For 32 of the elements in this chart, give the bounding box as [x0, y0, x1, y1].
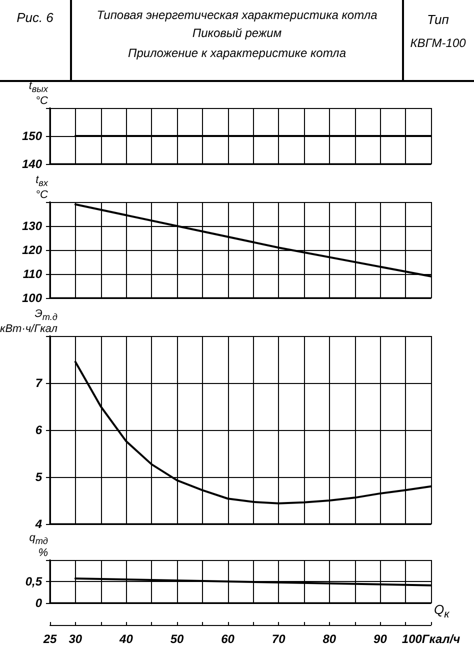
y-tick-label: 6: [35, 423, 42, 437]
y-axis-title: t$_{вх}$ °C: [34, 174, 48, 202]
y-tick-label: 150: [22, 129, 42, 143]
x-tick-label: 30: [68, 632, 82, 646]
x-tick-label: 70: [272, 632, 286, 646]
y-tick-label: 110: [22, 267, 42, 281]
y-tick-label: 0: [35, 596, 42, 610]
text: Приложение к характеристике котла: [127, 45, 347, 60]
text: КВГМ-100: [409, 36, 467, 50]
y-axis-title: t$_{вых}$ °C: [28, 80, 48, 108]
x-tick-label: 90: [374, 632, 388, 646]
x-tick-label: 100Гкал/ч: [402, 632, 460, 646]
text: Рис. 6: [16, 10, 54, 25]
text: Тип: [426, 12, 450, 27]
y-axis-title: Э$_{т.д}$ кВт·ч/Гкал: [0, 308, 58, 336]
chart-title: Типовая энергетическая характеристика котла: [96, 7, 378, 22]
chart-subtitle: Пиковый режим: [191, 25, 283, 40]
y-tick-label: 130: [22, 219, 42, 233]
x-tick-label: 80: [322, 632, 336, 646]
x-tick-label: 60: [221, 632, 235, 646]
x-tick-label: 50: [170, 632, 184, 646]
y-tick-label: 7: [35, 376, 44, 390]
y-tick-label: 4: [34, 517, 42, 531]
y-tick-label: 140: [22, 157, 42, 171]
y-tick-label: 120: [22, 243, 42, 257]
y-tick-label: 5: [35, 470, 42, 484]
y-tick-label: 0,5: [25, 574, 42, 588]
x-axis-title: Q$_{к}$: [434, 602, 450, 621]
y-tick-label: 100: [22, 291, 42, 305]
y-axis-title: q$_{тд}$ %: [28, 532, 48, 560]
x-tick-label: 25: [42, 632, 57, 646]
x-tick-label: 40: [118, 632, 134, 646]
